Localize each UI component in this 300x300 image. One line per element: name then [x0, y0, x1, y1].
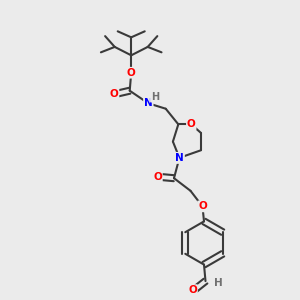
Text: N: N	[175, 153, 184, 163]
Text: O: O	[127, 68, 136, 78]
Text: N: N	[144, 98, 153, 108]
Text: H: H	[214, 278, 223, 289]
Text: O: O	[110, 89, 118, 99]
Text: O: O	[188, 285, 197, 295]
Text: O: O	[153, 172, 162, 182]
Text: O: O	[187, 119, 196, 129]
Text: H: H	[151, 92, 159, 102]
Text: O: O	[198, 201, 207, 212]
Text: N: N	[175, 153, 184, 163]
